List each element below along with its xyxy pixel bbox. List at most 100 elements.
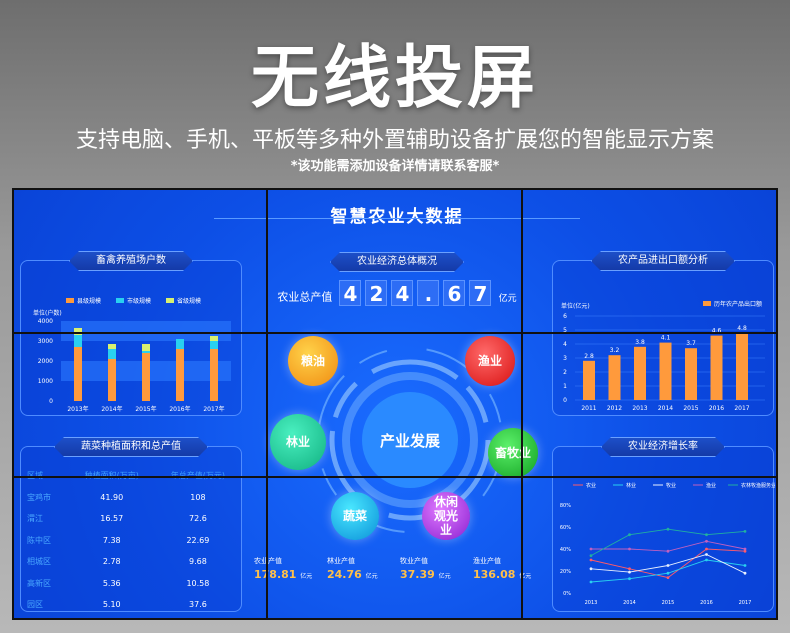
legend-label: 县级规模 bbox=[77, 297, 101, 305]
total-output-unit: 亿元 bbox=[498, 294, 517, 304]
stat-unit: 亿元 bbox=[300, 573, 313, 580]
page-title: 无线投屏 bbox=[250, 39, 539, 118]
x-tick-label: 2013 bbox=[585, 600, 598, 606]
bar-segment bbox=[142, 351, 150, 353]
stat-label: 牧业产值 bbox=[400, 557, 428, 565]
area-cell: 5.36 bbox=[102, 578, 121, 588]
stat-item: 渔业产值 136.08 亿元 bbox=[473, 556, 531, 581]
legend-label: 农业 bbox=[586, 482, 596, 489]
data-point bbox=[743, 547, 747, 551]
data-point bbox=[705, 547, 708, 551]
industry-leisure-tourism[interactable]: 休闲观光业 bbox=[422, 492, 470, 540]
data-point bbox=[705, 539, 708, 543]
video-wall-dashboard: 智慧农业大数据 畜禽养殖场户数 县级规模 市级规模 省级规模 单位(户数) 0 1000 2… bbox=[12, 188, 778, 620]
x-tick-label: 2016 bbox=[700, 600, 713, 606]
header-area: 种植面积(万亩) bbox=[69, 465, 155, 487]
digit: 2 bbox=[365, 280, 388, 306]
area-cell: 7.38 bbox=[102, 535, 121, 545]
stat-value: 37.39 bbox=[400, 568, 435, 581]
y-tick-label: 2 bbox=[563, 369, 567, 376]
digit: 4 bbox=[339, 280, 362, 306]
stat-label: 林业产值 bbox=[327, 557, 355, 565]
y-tick-label: 20% bbox=[560, 569, 571, 575]
stat-value: 136.08 bbox=[473, 568, 516, 581]
header-region: 区域 bbox=[21, 465, 69, 487]
data-point bbox=[628, 567, 631, 571]
legend-label: 林业 bbox=[626, 482, 636, 489]
bar bbox=[659, 342, 672, 400]
data-label: 3.8 bbox=[635, 339, 645, 346]
growth-panel: 农业经济增长率 农业 林业 牧业 渔业 农林牧渔服务业 0% 20% 40% 60% 80% 201… bbox=[552, 446, 776, 612]
bar-segment bbox=[108, 359, 116, 401]
data-label: 4.6 bbox=[712, 328, 722, 335]
total-output-label: 农业总产值 bbox=[277, 290, 333, 304]
y-tick-label: 3 bbox=[563, 355, 567, 362]
table-row: 渭江 16.57 72.6 bbox=[21, 508, 241, 530]
output-cell: 37.6 bbox=[189, 600, 207, 610]
data-point bbox=[705, 553, 708, 556]
data-point bbox=[743, 530, 747, 533]
y-axis-label: 单位(亿元) bbox=[561, 302, 590, 310]
x-tick-label: 2017 bbox=[739, 600, 752, 606]
industry-fishery[interactable]: 渔业 bbox=[465, 336, 515, 386]
data-point bbox=[743, 564, 747, 567]
y-tick-label: 2000 bbox=[38, 358, 53, 365]
data-label: 2.8 bbox=[584, 353, 594, 360]
area-cell: 2.78 bbox=[102, 557, 121, 567]
y-tick-label: 4000 bbox=[38, 318, 53, 325]
panel-title: 农业经济总体概况 bbox=[330, 252, 464, 272]
output-cell: 108 bbox=[190, 492, 206, 502]
data-point bbox=[628, 533, 631, 537]
y-tick-label: 3000 bbox=[38, 338, 53, 345]
stat-unit: 亿元 bbox=[365, 573, 378, 580]
table-row: 园区 5.10 37.6 bbox=[21, 594, 241, 616]
industry-vegetable[interactable]: 蔬菜 bbox=[331, 492, 379, 540]
panel-title: 蔬菜种植面积和总产值 bbox=[54, 437, 208, 457]
y-tick-label: 0% bbox=[563, 591, 571, 597]
data-point bbox=[589, 580, 593, 584]
x-tick-label: 2011 bbox=[581, 405, 596, 412]
dashboard-title: 智慧农业大数据 bbox=[330, 207, 464, 227]
data-point bbox=[743, 571, 747, 575]
data-label: 4.8 bbox=[737, 325, 747, 332]
data-point bbox=[589, 554, 593, 557]
bar-segment bbox=[210, 341, 218, 349]
export-panel: 农产品进出口额分析 历年农产品出口额 单位(亿元) 0 1 2 3 4 5 6 2.8 2011 3.… bbox=[552, 260, 774, 416]
data-point bbox=[705, 533, 708, 537]
y-tick-label: 4 bbox=[563, 341, 567, 348]
industry-grain-oil[interactable]: 粮油 bbox=[288, 336, 338, 386]
digit: 4 bbox=[391, 280, 414, 306]
data-point bbox=[628, 577, 631, 581]
area-cell: 2.9 bbox=[69, 616, 155, 619]
x-tick-label: 2012 bbox=[607, 405, 622, 412]
x-tick-label: 2017年 bbox=[203, 405, 224, 413]
x-tick-label: 2013年 bbox=[67, 405, 88, 413]
table-row: 宝鸡市 41.90 108 bbox=[21, 487, 241, 509]
data-point bbox=[628, 570, 631, 574]
table-row: 相城区 2.78 9.68 bbox=[21, 551, 241, 573]
output-stats: 农业产值 178.81 亿元 林业产值 24.76 亿元 牧业产值 37.39 亿元 渔业产… bbox=[254, 556, 544, 596]
digit: . bbox=[417, 280, 440, 306]
table-row: 高新区 5.36 10.58 bbox=[21, 573, 241, 595]
y-tick-label: 0 bbox=[49, 398, 53, 405]
data-point bbox=[589, 547, 593, 551]
y-tick-label: 6 bbox=[563, 313, 567, 320]
y-tick-label: 0 bbox=[563, 397, 567, 404]
industry-center-label: 产业发展 bbox=[379, 432, 440, 450]
y-tick-label: 40% bbox=[560, 547, 571, 553]
region-cell: 相城区 bbox=[27, 557, 51, 567]
industry-livestock[interactable]: 畜牧业 bbox=[488, 428, 538, 478]
x-tick-label: 2014 bbox=[658, 405, 673, 412]
data-point bbox=[666, 576, 670, 579]
data-point bbox=[705, 558, 708, 562]
page-note: *该功能需添加设备详情请联系客服* bbox=[290, 159, 500, 174]
bar bbox=[685, 348, 697, 400]
data-point bbox=[589, 567, 593, 571]
stat-unit: 亿元 bbox=[519, 573, 532, 580]
industry-forestry[interactable]: 林业 bbox=[270, 414, 326, 470]
digit: 6 bbox=[443, 280, 466, 306]
stat-label: 农业产值 bbox=[254, 557, 282, 565]
region-cell: 陈中区 bbox=[27, 535, 51, 545]
